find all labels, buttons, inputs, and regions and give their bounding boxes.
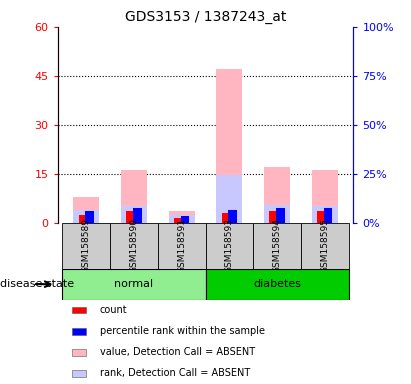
FancyBboxPatch shape	[301, 223, 349, 269]
Bar	[133, 208, 141, 223]
Bar	[121, 170, 147, 223]
Title: GDS3153 / 1387243_at: GDS3153 / 1387243_at	[125, 10, 286, 25]
Bar	[85, 211, 94, 223]
Text: diabetes: diabetes	[253, 279, 301, 289]
Bar	[264, 205, 290, 223]
Bar	[312, 207, 338, 223]
Bar	[72, 307, 86, 313]
Text: GSM158594: GSM158594	[272, 218, 282, 273]
Text: GSM158595: GSM158595	[320, 218, 329, 273]
FancyBboxPatch shape	[206, 269, 349, 300]
Text: value, Detection Call = ABSENT: value, Detection Call = ABSENT	[100, 347, 255, 358]
Bar	[264, 167, 290, 223]
FancyBboxPatch shape	[62, 223, 110, 269]
Text: GSM158590: GSM158590	[129, 218, 139, 273]
FancyBboxPatch shape	[158, 223, 206, 269]
Bar	[72, 349, 86, 356]
Bar	[72, 370, 86, 377]
Bar	[121, 207, 147, 223]
Bar	[317, 211, 326, 223]
Text: GSM158591: GSM158591	[177, 218, 186, 273]
Bar	[276, 208, 285, 223]
Bar	[312, 170, 338, 223]
Text: GSM158593: GSM158593	[225, 218, 234, 273]
Bar	[222, 213, 230, 223]
Text: disease state: disease state	[0, 279, 78, 289]
Text: percentile rank within the sample: percentile rank within the sample	[100, 326, 265, 336]
FancyBboxPatch shape	[62, 269, 206, 300]
FancyBboxPatch shape	[110, 223, 158, 269]
Bar	[126, 211, 135, 223]
Text: normal: normal	[114, 279, 153, 289]
Bar	[73, 197, 99, 223]
Bar	[216, 175, 242, 223]
Bar	[72, 328, 86, 334]
FancyBboxPatch shape	[253, 223, 301, 269]
Bar	[324, 208, 332, 223]
Bar	[229, 210, 237, 223]
Bar	[79, 215, 87, 223]
Bar	[270, 211, 278, 223]
Text: count: count	[100, 305, 127, 315]
Bar	[73, 210, 99, 223]
Text: rank, Detection Call = ABSENT: rank, Detection Call = ABSENT	[100, 368, 250, 379]
Bar	[169, 211, 195, 223]
Bar	[174, 218, 182, 223]
Bar	[216, 70, 242, 223]
Text: GSM158589: GSM158589	[82, 218, 91, 273]
Bar	[181, 216, 189, 223]
Bar	[169, 215, 195, 223]
FancyBboxPatch shape	[206, 223, 253, 269]
